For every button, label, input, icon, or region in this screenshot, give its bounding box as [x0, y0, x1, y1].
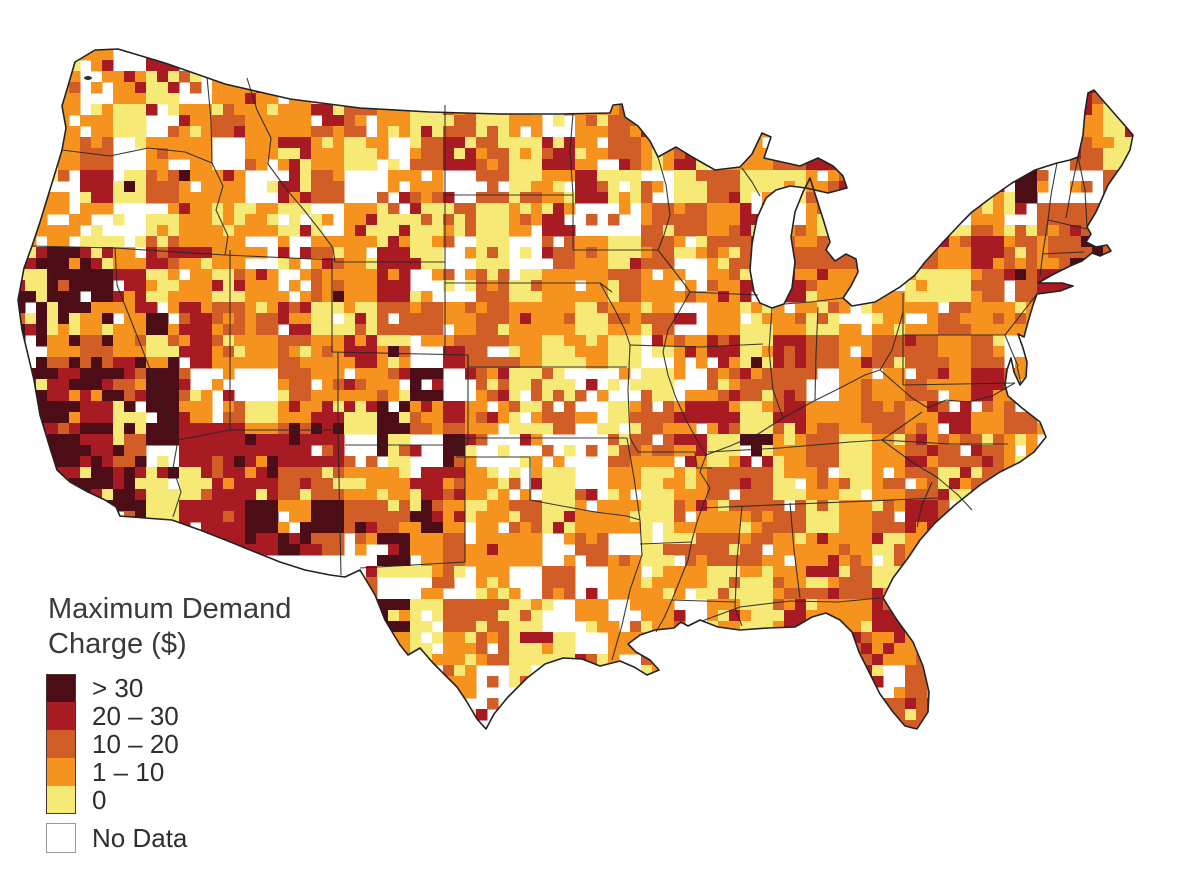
- legend-items: > 30 20 – 30 10 – 20 1 – 10 0 No Data: [46, 672, 291, 856]
- legend-swatch: [46, 730, 76, 758]
- offshore-islands: [57, 76, 98, 486]
- legend-swatch: [46, 674, 76, 702]
- legend-label: 0: [92, 784, 107, 815]
- legend-swatch: [46, 786, 76, 814]
- legend: Maximum Demand Charge ($) > 30 20 – 30 10 …: [46, 592, 291, 856]
- legend-label: 10 – 20: [92, 728, 179, 759]
- legend-item: 1 – 10: [46, 756, 291, 787]
- legend-item: 0: [46, 784, 291, 815]
- legend-item: 20 – 30: [46, 700, 291, 731]
- legend-swatch: [46, 823, 76, 853]
- legend-item: No Data: [46, 820, 291, 856]
- legend-label: No Data: [92, 822, 188, 853]
- legend-swatch: [46, 702, 76, 730]
- legend-title: Maximum Demand Charge ($): [48, 592, 291, 662]
- legend-title-line1: Maximum Demand: [48, 593, 292, 625]
- us-outline: [17, 48, 1134, 730]
- state-borders: [31, 76, 1088, 661]
- legend-label: 1 – 10: [92, 756, 165, 787]
- legend-item: 10 – 20: [46, 728, 291, 759]
- legend-label: > 30: [92, 672, 144, 703]
- legend-item: > 30: [46, 672, 291, 703]
- legend-title-line2: Charge ($): [48, 628, 187, 660]
- legend-label: 20 – 30: [92, 700, 179, 731]
- legend-swatch: [46, 758, 76, 786]
